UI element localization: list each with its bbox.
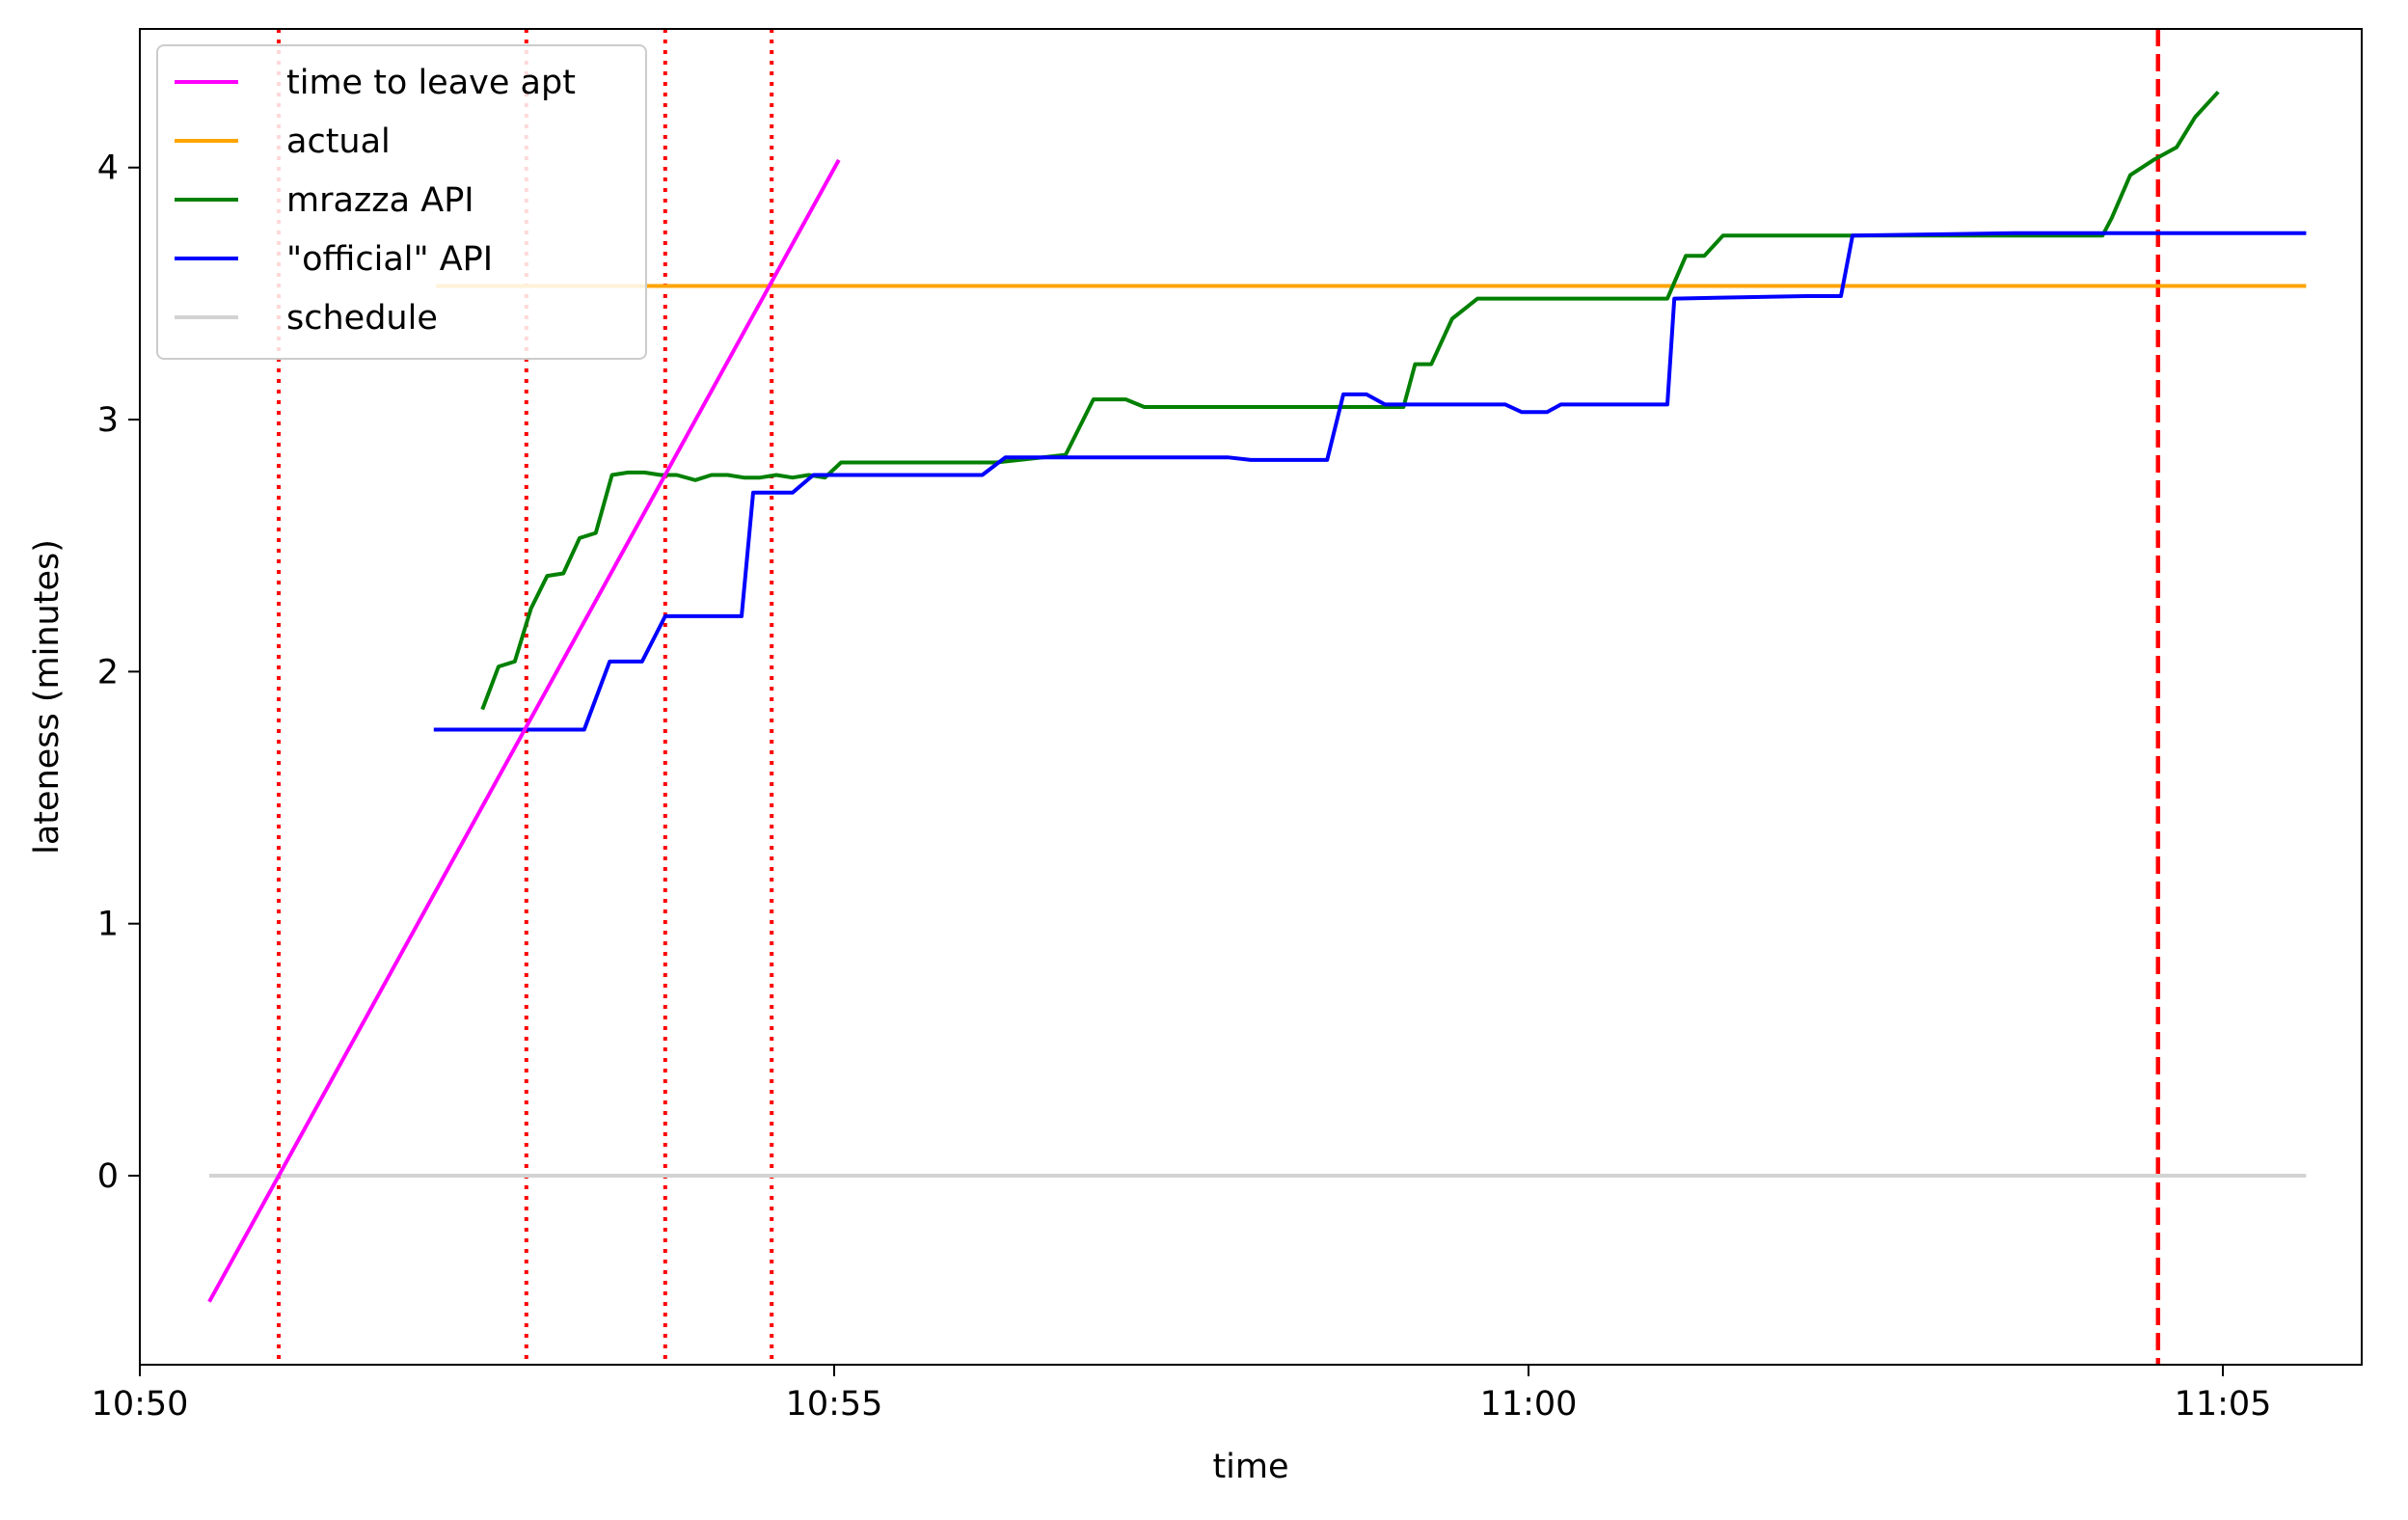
- series-line-1: [207, 158, 841, 1303]
- axes-frame: [139, 28, 2363, 1366]
- legend-box: [156, 44, 647, 360]
- series-lines: [207, 90, 2307, 1303]
- y-tick-label-1: 0: [97, 1157, 119, 1196]
- x-tick-label-3: 11:00: [1480, 1385, 1578, 1424]
- legend-entry-4: "official" API: [286, 240, 493, 279]
- series-line-4: [433, 231, 2307, 732]
- vertical-markers: [277, 29, 2161, 1365]
- x-tick-label-2: 10:55: [786, 1385, 883, 1424]
- x-tick-label-4: 11:05: [2175, 1385, 2272, 1424]
- legend-entry-5: schedule: [286, 299, 438, 338]
- series-line-3: [480, 90, 2220, 711]
- y-tick-label-5: 4: [97, 149, 119, 188]
- y-tick-label-2: 1: [97, 906, 119, 944]
- y-tick-label-3: 2: [97, 653, 119, 692]
- y-tick-label-4: 3: [97, 401, 119, 440]
- legend-entry-2: actual: [286, 122, 391, 161]
- x-tick-label-1: 10:50: [92, 1385, 189, 1424]
- axes: 10:50 10:55 11:00 11:05 0 1 2 3 4: [92, 28, 2363, 1424]
- legend-entry-3: mrazza API: [286, 181, 474, 220]
- legend: time to leave apt actual mrazza API "offici…: [156, 44, 647, 360]
- legend-entry-1: time to leave apt: [286, 64, 576, 102]
- x-axis-label: time: [1212, 1448, 1288, 1486]
- y-axis-label: lateness (minutes): [28, 539, 67, 855]
